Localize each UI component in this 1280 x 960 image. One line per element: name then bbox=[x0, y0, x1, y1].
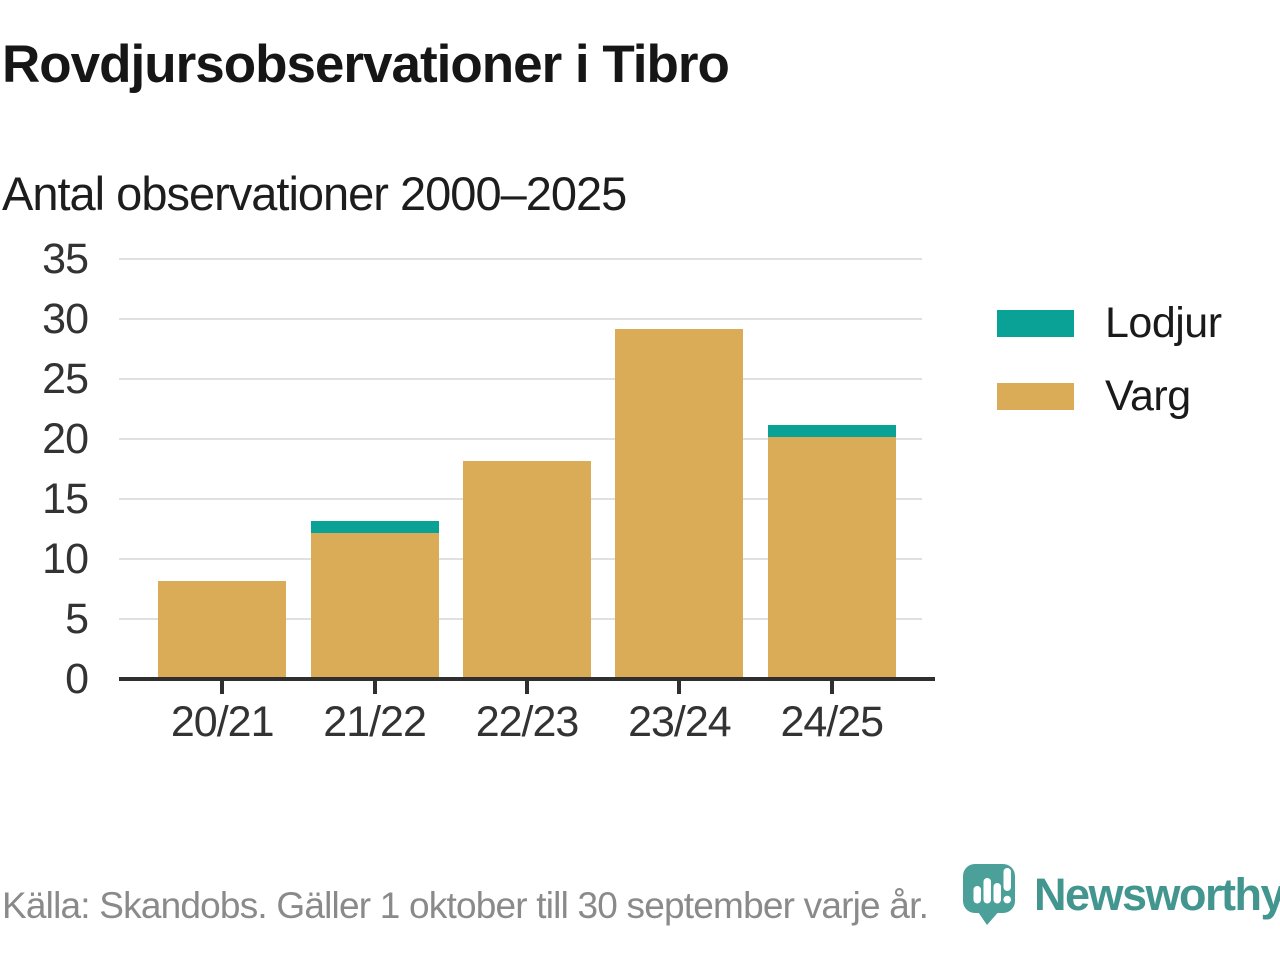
y-tick-label: 10 bbox=[42, 535, 89, 583]
x-tick-label: 24/25 bbox=[780, 698, 884, 746]
y-tick-label: 25 bbox=[42, 355, 89, 403]
legend-label: Varg bbox=[1105, 372, 1191, 420]
bar-segment-varg bbox=[767, 437, 896, 677]
newsworthy-logo: Newsworthy bbox=[963, 864, 1280, 926]
bar-group bbox=[310, 521, 439, 677]
logo-bar-medium bbox=[993, 883, 1001, 904]
y-tick-label: 30 bbox=[42, 295, 89, 343]
logo-exclamation-dot bbox=[1003, 895, 1011, 904]
x-tick-label: 22/23 bbox=[475, 698, 580, 746]
bar-segment-varg bbox=[310, 533, 439, 677]
newsworthy-logo-icon bbox=[963, 864, 1015, 925]
y-tick-label: 15 bbox=[42, 475, 89, 523]
bar-group bbox=[615, 329, 744, 677]
x-tick bbox=[677, 681, 682, 694]
y-tick-label: 5 bbox=[65, 595, 89, 643]
x-tick-label: 21/22 bbox=[323, 698, 427, 746]
x-tick-label: 20/21 bbox=[170, 698, 275, 746]
x-tick bbox=[372, 681, 377, 694]
y-gridline bbox=[119, 318, 922, 320]
bar-segment-varg bbox=[615, 329, 744, 677]
bar-segment-lodjur bbox=[767, 425, 896, 437]
x-tick bbox=[829, 681, 834, 694]
logo-bar-small bbox=[973, 886, 981, 904]
y-tick-label: 20 bbox=[42, 415, 89, 463]
newsworthy-wordmark: Newsworthy bbox=[1034, 869, 1280, 920]
bar-group bbox=[767, 425, 896, 677]
plot-area: 20/21 21/22 22/23 23/24 24/25 bbox=[119, 258, 935, 746]
y-tick-label: 35 bbox=[42, 235, 89, 283]
logo-exclamation-bar bbox=[1003, 868, 1011, 891]
legend-item-varg: Varg bbox=[997, 375, 1222, 418]
x-axis-line bbox=[119, 677, 935, 681]
bar-segment-varg bbox=[158, 581, 287, 677]
y-tick-label: 0 bbox=[65, 655, 89, 703]
chart-subtitle: Antal observationer 2000–2025 bbox=[2, 167, 627, 220]
bar-group bbox=[158, 581, 287, 677]
bar-segment-varg bbox=[463, 461, 591, 677]
source-note: Källa: Skandobs. Gäller 1 oktober till 3… bbox=[2, 885, 929, 926]
legend: Lodjur Varg bbox=[997, 302, 1222, 448]
bar-group bbox=[463, 461, 591, 677]
x-tick bbox=[525, 681, 529, 694]
y-gridline bbox=[119, 378, 922, 380]
y-axis-labels: 0 5 10 15 20 25 30 35 bbox=[0, 237, 89, 701]
legend-swatch bbox=[997, 310, 1074, 337]
logo-bar-tall bbox=[983, 878, 991, 904]
chart-title: Rovdjursobservationer i Tibro bbox=[2, 35, 730, 94]
x-tick bbox=[220, 681, 225, 694]
bar-segment-lodjur bbox=[310, 521, 439, 533]
y-gridline bbox=[119, 438, 922, 440]
y-gridline bbox=[119, 258, 922, 260]
x-tick-label: 23/24 bbox=[628, 698, 732, 746]
legend-swatch bbox=[997, 383, 1074, 410]
legend-item-lodjur: Lodjur bbox=[997, 302, 1222, 345]
legend-label: Lodjur bbox=[1105, 299, 1222, 347]
